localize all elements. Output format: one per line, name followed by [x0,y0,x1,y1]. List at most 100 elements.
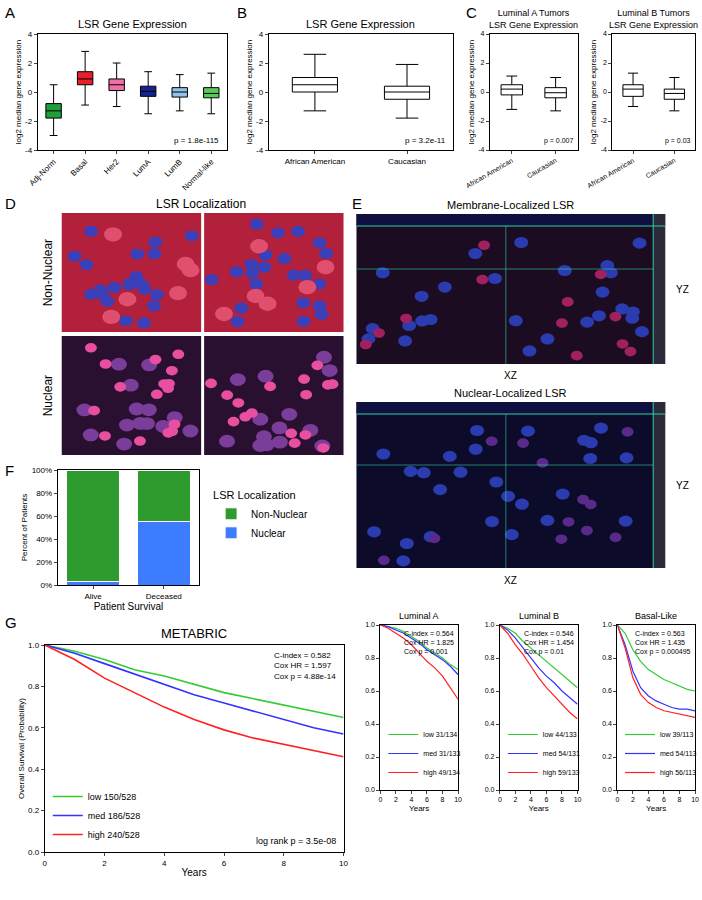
svg-text:0: 0 [43,859,48,868]
svg-text:YZ: YZ [676,480,689,491]
svg-text:100%: 100% [32,466,52,475]
svg-text:2: 2 [481,59,485,66]
svg-text:Luminal A TumorsLSR Gene Expre: Luminal A TumorsLSR Gene Expression [489,8,578,30]
svg-text:Luminal B: Luminal B [519,611,559,621]
svg-text:0.8: 0.8 [28,682,40,691]
svg-text:log2 median gene expression: log2 median gene expression [245,40,254,145]
svg-text:Years: Years [182,867,207,878]
svg-text:Alive: Alive [84,592,102,601]
svg-text:0.4: 0.4 [485,720,495,727]
svg-text:Adj-Norm: Adj-Norm [28,157,58,187]
svg-text:0.6: 0.6 [602,687,612,694]
svg-text:6: 6 [425,796,429,803]
svg-text:-2: -2 [601,117,607,124]
svg-text:Non-Nuclear: Non-Nuclear [41,239,55,306]
svg-text:4: 4 [162,859,167,868]
svg-text:low 31/134: low 31/134 [423,731,457,738]
svg-text:0.8: 0.8 [485,654,495,661]
svg-text:log rank p = 3.5e-08: log rank p = 3.5e-08 [256,836,336,846]
svg-text:low 150/528: low 150/528 [88,792,137,802]
svg-text:low 44/133: low 44/133 [543,731,577,738]
svg-text:0.0: 0.0 [28,848,40,857]
svg-text:Membrane-Localized LSR: Membrane-Localized LSR [447,199,574,211]
svg-text:med 31/133: med 31/133 [423,750,460,757]
svg-text:LSR Gene Expression: LSR Gene Expression [78,18,187,30]
svg-text:2: 2 [603,59,607,66]
svg-text:0.8: 0.8 [602,654,612,661]
svg-text:METABRIC: METABRIC [161,626,227,641]
svg-text:0.4: 0.4 [28,765,40,774]
svg-text:10: 10 [339,859,348,868]
svg-text:0.6: 0.6 [485,687,495,694]
svg-text:-4: -4 [25,146,33,155]
svg-text:XZ: XZ [504,575,517,586]
svg-text:Basal-Like: Basal-Like [635,611,677,621]
svg-text:Years: Years [409,804,429,813]
svg-text:Caucasian: Caucasian [526,157,558,180]
svg-text:Years: Years [529,804,549,813]
svg-text:YZ: YZ [676,284,689,295]
svg-text:0: 0 [28,88,33,97]
svg-text:C: C [466,4,477,21]
svg-text:LSR Localization: LSR Localization [156,197,246,211]
svg-text:log2 median gene expression: log2 median gene expression [589,40,598,145]
svg-text:0: 0 [498,796,502,803]
svg-text:C-index = 0.546Cox HR = 1.454C: C-index = 0.546Cox HR = 1.454Cox p = 0.0… [524,630,574,656]
svg-text:0: 0 [481,88,485,95]
svg-text:0.2: 0.2 [28,806,40,815]
svg-text:XZ: XZ [504,370,517,381]
svg-text:6: 6 [662,796,666,803]
svg-text:2: 2 [513,796,517,803]
svg-text:G: G [5,614,17,631]
svg-text:African American: African American [285,157,345,166]
svg-text:8: 8 [560,796,564,803]
svg-text:0.0: 0.0 [485,786,495,793]
svg-text:60%: 60% [36,512,52,521]
svg-text:0.2: 0.2 [365,753,375,760]
svg-text:0.0: 0.0 [365,786,375,793]
svg-text:0.2: 0.2 [485,753,495,760]
svg-text:0.4: 0.4 [365,720,375,727]
svg-text:Caucasian: Caucasian [644,157,676,180]
svg-text:1.0: 1.0 [485,621,495,628]
svg-text:0.0: 0.0 [602,786,612,793]
svg-text:Basal: Basal [69,157,90,178]
svg-text:LSR Gene Expression: LSR Gene Expression [306,18,415,30]
svg-text:Luminal B TumorsLSR Gene Expre: Luminal B TumorsLSR Gene Expression [609,8,698,30]
svg-text:40%: 40% [36,535,52,544]
svg-text:10: 10 [454,796,462,803]
svg-text:D: D [5,195,16,212]
svg-text:log2 median gene expression: log2 median gene expression [14,40,23,145]
svg-text:0.8: 0.8 [365,654,375,661]
svg-text:4: 4 [28,30,33,39]
svg-text:Percent of Patients: Percent of Patients [20,494,29,562]
svg-text:Nuclear: Nuclear [41,375,55,416]
svg-text:10: 10 [574,796,582,803]
svg-text:2: 2 [102,859,107,868]
svg-text:6: 6 [545,796,549,803]
svg-text:A: A [5,4,15,21]
svg-text:high 49/134: high 49/134 [423,769,460,777]
svg-text:high 56/113: high 56/113 [660,769,696,777]
svg-text:2: 2 [394,796,398,803]
svg-text:Deceased: Deceased [146,592,182,601]
svg-text:LumA: LumA [131,157,153,179]
svg-text:2: 2 [259,59,264,68]
svg-text:0: 0 [603,88,607,95]
svg-text:low 39/113: low 39/113 [660,731,693,738]
svg-text:20%: 20% [36,558,52,567]
svg-text:-2: -2 [478,117,484,124]
svg-text:med 54/131: med 54/131 [543,750,580,757]
svg-text:4: 4 [481,30,485,37]
svg-text:Non-Nuclear: Non-Nuclear [251,509,308,520]
svg-text:p = 0.007: p = 0.007 [544,137,573,145]
svg-text:0: 0 [259,88,264,97]
svg-text:B: B [237,4,247,21]
svg-text:Nuclear-Localized LSR: Nuclear-Localized LSR [454,387,567,399]
svg-text:-4: -4 [601,146,607,153]
svg-text:0.6: 0.6 [28,724,40,733]
svg-text:C-index = 0.564Cox HR = 1.825C: C-index = 0.564Cox HR = 1.825Cox p = 0.0… [404,630,454,656]
svg-text:2: 2 [631,796,635,803]
svg-text:1.0: 1.0 [365,621,375,628]
svg-text:0: 0 [615,796,619,803]
